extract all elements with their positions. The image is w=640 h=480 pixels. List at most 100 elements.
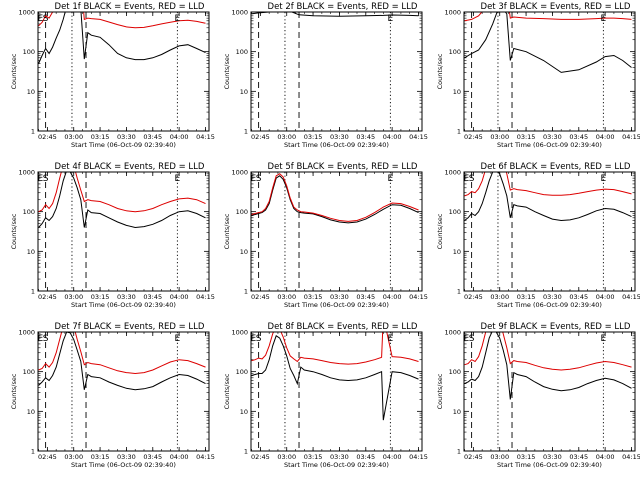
x-tick-label: 04:00 bbox=[170, 133, 189, 141]
x-tick-label: 02:45 bbox=[251, 293, 270, 301]
x-axis-label: Start Time (06-Oct-09 02:39:40) bbox=[497, 461, 602, 469]
x-tick-label: 02:45 bbox=[464, 293, 483, 301]
marker-label: E bbox=[601, 174, 607, 184]
panel-det-8: Det 8f BLACK = Events, RED = LLD 1 10 100 10… bbox=[223, 322, 428, 469]
x-axis-label: Start Time (06-Oct-09 02:39:40) bbox=[284, 141, 389, 149]
x-tick-label: 02:45 bbox=[38, 133, 57, 141]
marker-label: E bbox=[37, 174, 43, 184]
x-tick-label: 03:45 bbox=[143, 293, 162, 301]
x-tick-label: 03:30 bbox=[117, 133, 136, 141]
y-tick-label: 1000 bbox=[18, 329, 35, 337]
x-axis-label: Start Time (06-Oct-09 02:39:40) bbox=[71, 301, 176, 309]
series-line-events bbox=[251, 335, 419, 421]
y-tick-label: 1000 bbox=[18, 9, 35, 17]
plot-frame bbox=[250, 331, 423, 452]
x-tick-label: 03:30 bbox=[543, 293, 562, 301]
y-axis-label: Counts/sec bbox=[10, 53, 18, 89]
x-axis-label: Start Time (06-Oct-09 02:39:40) bbox=[284, 461, 389, 469]
x-tick-label: 03:00 bbox=[490, 453, 509, 461]
y-tick-label: 1000 bbox=[18, 169, 35, 177]
x-tick-label: 04:00 bbox=[170, 293, 189, 301]
panel-title: Det 6f BLACK = Events, RED = LLD bbox=[481, 162, 631, 172]
x-tick-label: 03:15 bbox=[91, 453, 110, 461]
x-tick-label: 03:00 bbox=[64, 453, 83, 461]
y-tick-label: 10 bbox=[27, 408, 35, 416]
marker-label: E bbox=[601, 334, 607, 344]
marker-label: E bbox=[37, 14, 43, 24]
x-tick-label: 04:00 bbox=[596, 133, 615, 141]
y-tick-label: 100 bbox=[236, 208, 248, 216]
y-tick-label: 1 bbox=[457, 128, 461, 136]
series-line-lld bbox=[38, 12, 206, 29]
y-tick-label: 1 bbox=[31, 128, 35, 136]
series-line-lld bbox=[464, 172, 632, 197]
marker-label: S bbox=[43, 334, 49, 344]
x-tick-label: 03:30 bbox=[117, 453, 136, 461]
x-tick-label: 04:15 bbox=[409, 133, 428, 141]
x-tick-label: 03:30 bbox=[330, 133, 349, 141]
panel-title: Det 3f BLACK = Events, RED = LLD bbox=[481, 2, 631, 12]
x-axis-label: Start Time (06-Oct-09 02:39:40) bbox=[497, 141, 602, 149]
y-tick-label: 1000 bbox=[231, 329, 248, 337]
panel-det-2: Det 2f BLACK = Events, RED = LLD 1 10 100 10… bbox=[223, 2, 428, 149]
x-tick-label: 03:15 bbox=[517, 453, 536, 461]
panel-det-6: Det 6f BLACK = Events, RED = LLD 1 10 100 10… bbox=[436, 162, 640, 309]
series-line-events bbox=[38, 12, 206, 64]
x-tick-label: 02:45 bbox=[464, 133, 483, 141]
series-line-events bbox=[251, 12, 419, 17]
y-tick-label: 1000 bbox=[444, 9, 461, 17]
plot-frame bbox=[250, 171, 423, 292]
y-tick-label: 100 bbox=[449, 208, 461, 216]
x-tick-label: 02:45 bbox=[38, 453, 57, 461]
y-axis-label: Counts/sec bbox=[436, 213, 444, 249]
x-tick-label: 04:00 bbox=[383, 133, 402, 141]
y-tick-label: 1000 bbox=[231, 169, 248, 177]
y-tick-label: 10 bbox=[27, 248, 35, 256]
x-tick-label: 03:00 bbox=[490, 293, 509, 301]
y-tick-label: 10 bbox=[453, 88, 461, 96]
x-tick-label: 03:45 bbox=[143, 133, 162, 141]
panel-det-5: Det 5f BLACK = Events, RED = LLD 1 10 100 10… bbox=[223, 162, 428, 309]
x-tick-label: 03:30 bbox=[543, 133, 562, 141]
y-tick-label: 1 bbox=[457, 288, 461, 296]
marker-label: E bbox=[250, 174, 256, 184]
x-tick-label: 03:45 bbox=[143, 453, 162, 461]
y-axis-label: Counts/sec bbox=[10, 213, 18, 249]
panel-title: Det 2f BLACK = Events, RED = LLD bbox=[268, 2, 418, 12]
x-tick-label: 04:00 bbox=[596, 453, 615, 461]
panel-title: Det 7f BLACK = Events, RED = LLD bbox=[55, 322, 205, 332]
y-tick-label: 1 bbox=[31, 448, 35, 456]
x-tick-label: 03:15 bbox=[517, 133, 536, 141]
y-tick-label: 10 bbox=[453, 408, 461, 416]
panel-det-1: Det 1f BLACK = Events, RED = LLD 1 10 100 10… bbox=[10, 2, 215, 149]
series-group bbox=[464, 172, 632, 222]
y-tick-label: 100 bbox=[23, 208, 35, 216]
series-line-events bbox=[464, 172, 632, 222]
series-line-events bbox=[464, 12, 632, 73]
y-axis-label: Counts/sec bbox=[10, 373, 18, 409]
y-tick-label: 10 bbox=[453, 248, 461, 256]
x-tick-label: 03:00 bbox=[64, 293, 83, 301]
x-tick-label: 04:15 bbox=[622, 133, 640, 141]
marker-label: S bbox=[469, 174, 475, 184]
y-tick-label: 100 bbox=[23, 368, 35, 376]
marker-label: S bbox=[43, 174, 49, 184]
x-axis-label: Start Time (06-Oct-09 02:39:40) bbox=[284, 301, 389, 309]
marker-label: E bbox=[463, 334, 469, 344]
x-tick-label: 04:00 bbox=[170, 453, 189, 461]
series-group bbox=[38, 172, 206, 229]
panel-title: Det 4f BLACK = Events, RED = LLD bbox=[55, 162, 205, 172]
series-group bbox=[464, 12, 632, 73]
x-tick-label: 03:45 bbox=[569, 293, 588, 301]
series-line-events bbox=[251, 175, 419, 224]
x-tick-label: 03:15 bbox=[304, 453, 323, 461]
series-group bbox=[464, 332, 632, 400]
x-tick-label: 03:00 bbox=[64, 133, 83, 141]
plot-frame bbox=[463, 171, 636, 292]
marker-label: E bbox=[601, 14, 607, 24]
x-tick-label: 03:00 bbox=[277, 133, 296, 141]
x-tick-label: 04:00 bbox=[383, 293, 402, 301]
marker-label: E bbox=[37, 334, 43, 344]
x-tick-label: 03:15 bbox=[304, 133, 323, 141]
